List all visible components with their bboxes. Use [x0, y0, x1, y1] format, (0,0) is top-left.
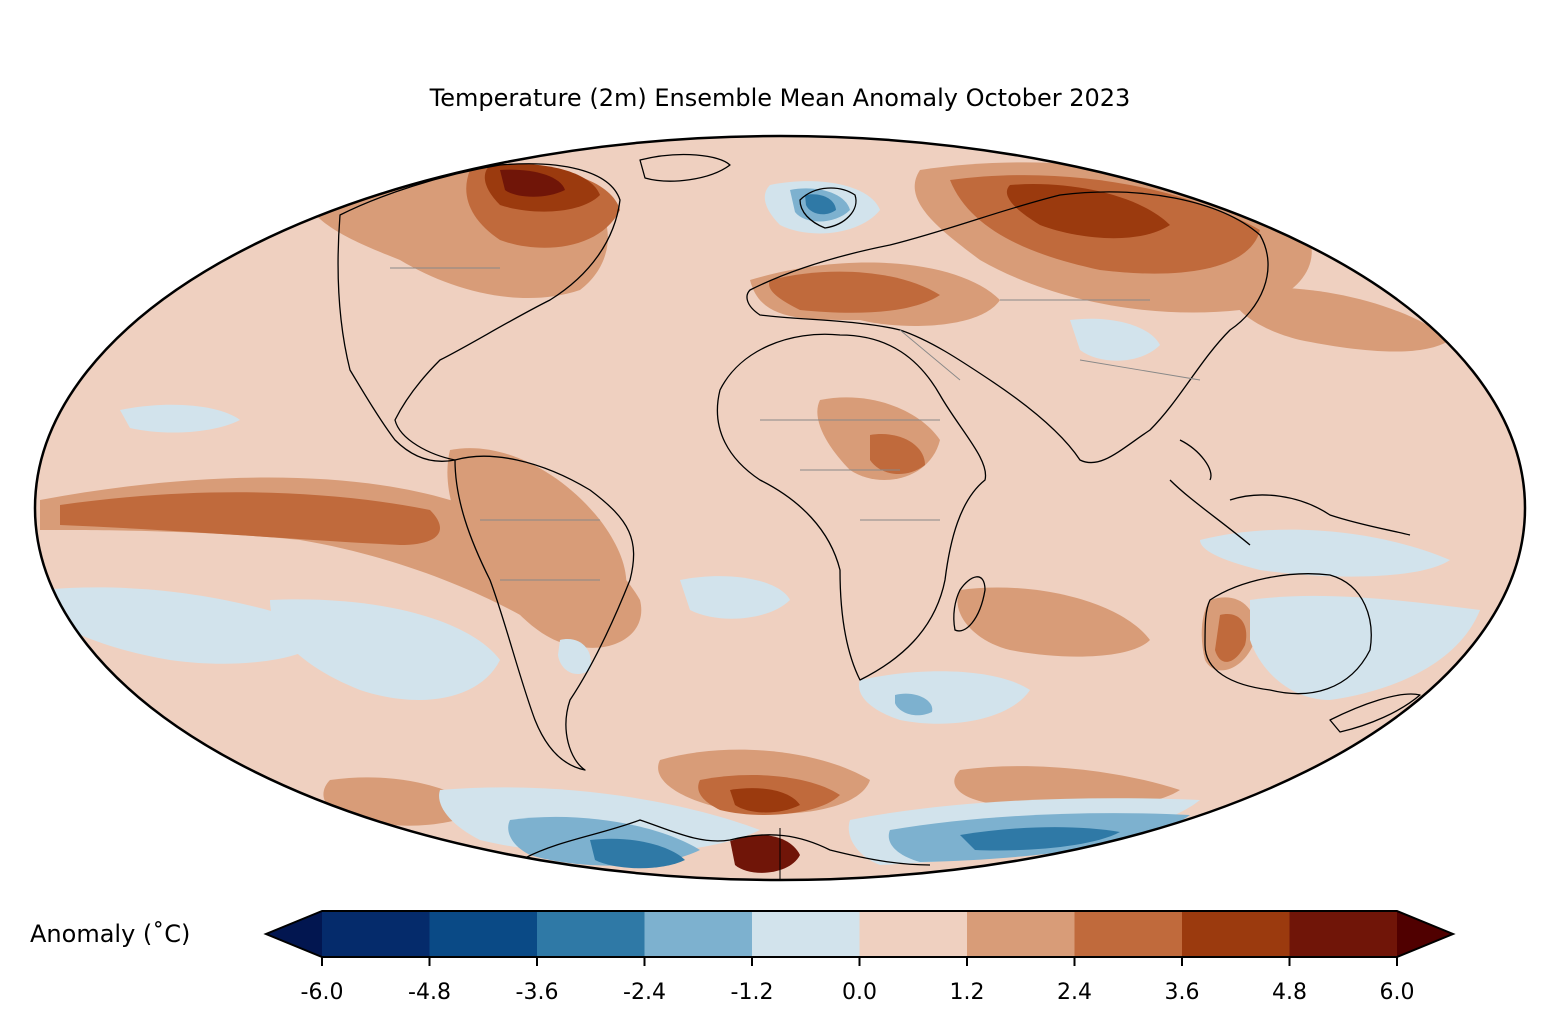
- coastline: [799, 187, 857, 229]
- anomaly-region: [590, 838, 685, 869]
- colorbar-tick-label: -3.6: [516, 980, 559, 1005]
- colorbar-tick-label: -6.0: [301, 980, 344, 1005]
- colorbar-bin: [1182, 911, 1291, 957]
- colorbar-label: Anomaly (˚C): [30, 920, 191, 948]
- globe-outline: [33, 134, 1527, 882]
- colorbar-tick-label: 6.0: [1380, 980, 1415, 1005]
- anomaly-region: [960, 827, 1120, 851]
- colorbar-over-arrow: [1397, 911, 1453, 957]
- colorbar-tick-label: -2.4: [623, 980, 666, 1005]
- anomaly-region: [558, 639, 591, 675]
- border-lines: [390, 267, 1201, 581]
- coastline: [639, 153, 731, 182]
- colorbar-under-arrow: [266, 911, 322, 957]
- colorbar-bin: [429, 911, 538, 957]
- coastline: [1204, 573, 1372, 695]
- anomaly-region: [870, 434, 925, 475]
- anomaly-region: [60, 492, 440, 545]
- anomaly-region: [323, 777, 480, 826]
- coastline: [1329, 693, 1421, 733]
- colorbar-ticks: -6.0 -4.8 -3.6 -2.4 -1.2 0.0 1.2 2.4 3.6 4.8 6.0: [301, 957, 1415, 1005]
- anomaly-region: [447, 448, 627, 646]
- colorbar: -6.0 -4.8 -3.6 -2.4 -1.2 0.0 1.2 2.4 3.6 4.8 6.0: [263, 910, 1456, 1005]
- colorbar-bin: [537, 911, 646, 957]
- anomaly-region: [805, 194, 836, 215]
- colorbar-tick-label: 0.0: [842, 980, 877, 1005]
- coastline: [454, 455, 635, 771]
- anomaly-region: [769, 271, 940, 313]
- anomaly-region: [1230, 287, 1450, 352]
- coastlines: [337, 153, 1421, 880]
- colorbar-bin: [644, 911, 753, 957]
- anomaly-region: [1070, 318, 1160, 361]
- anomaly-map: [33, 134, 1527, 882]
- anomaly-region: [270, 599, 500, 700]
- colorbar-tick-label: 2.4: [1057, 980, 1092, 1005]
- colorbar-bin: [322, 911, 431, 957]
- coastline: [953, 576, 986, 632]
- colorbar-tick-label: 3.6: [1165, 980, 1200, 1005]
- coastline: [524, 819, 931, 866]
- coastline: [1169, 439, 1411, 546]
- anomaly-region: [40, 587, 330, 664]
- anomaly-region: [1250, 595, 1480, 700]
- anomaly-region: [895, 693, 933, 716]
- anomaly-region: [1200, 529, 1450, 577]
- colorbar-tick-label: 4.8: [1272, 980, 1307, 1005]
- coastline: [716, 333, 987, 681]
- colorbar-bin: [859, 911, 968, 957]
- colorbar-tick-label: 1.2: [950, 980, 985, 1005]
- colorbar-bin: [1289, 911, 1398, 957]
- colorbar-bins: [322, 911, 1398, 957]
- coastline: [337, 163, 621, 462]
- colorbar-bin: [1074, 911, 1183, 957]
- colorbar-tick-label: -1.2: [731, 980, 774, 1005]
- coastline: [746, 191, 1269, 464]
- anomaly-region: [730, 835, 800, 873]
- colorbar-tick-label: -4.8: [408, 980, 451, 1005]
- anomaly-region: [957, 587, 1150, 657]
- map-title: Temperature (2m) Ensemble Mean Anomaly O…: [429, 84, 1131, 112]
- anomaly-region: [730, 788, 800, 813]
- anomaly-region: [1215, 614, 1247, 662]
- anomaly-region: [120, 404, 240, 433]
- anomaly-region: [500, 169, 565, 197]
- colorbar-bin: [967, 911, 1076, 957]
- anomaly-region: [680, 576, 790, 619]
- colorbar-bin: [752, 911, 861, 957]
